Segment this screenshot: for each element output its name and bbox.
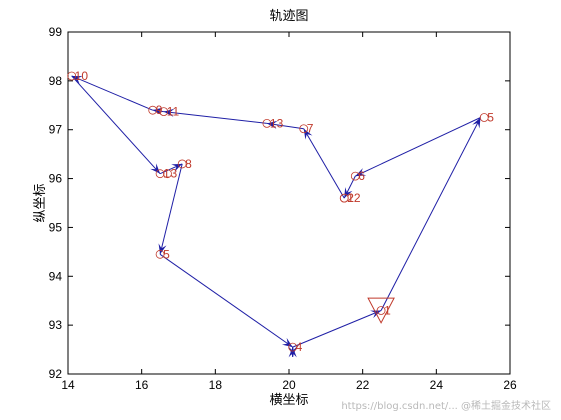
point-label: 12	[347, 191, 361, 205]
point-label: 8	[185, 157, 192, 171]
point-marker	[299, 124, 309, 134]
point-label: 6	[358, 169, 365, 183]
x-tick-label: 16	[135, 378, 149, 392]
chart-title: 轨迹图	[269, 9, 308, 24]
point-label: 2	[347, 191, 354, 205]
point-marker	[350, 171, 360, 181]
y-tick-label: 97	[49, 123, 63, 137]
path-arrowhead	[158, 243, 167, 255]
point-label: 4	[296, 340, 303, 354]
point-marker	[339, 193, 349, 203]
path-segment	[380, 117, 481, 311]
path-arrowhead	[355, 168, 367, 177]
point-marker	[159, 107, 169, 117]
start-marker	[367, 297, 395, 324]
path-arrowhead	[281, 337, 293, 348]
path-arrowhead	[152, 107, 164, 116]
trajectory-path	[71, 75, 481, 358]
point-marker	[148, 105, 158, 115]
y-tick-label: 94	[49, 269, 63, 283]
point-label: 1	[163, 167, 170, 181]
path-arrowhead	[266, 120, 278, 129]
y-tick-label: 96	[49, 172, 63, 186]
path-arrowhead	[163, 108, 175, 117]
x-axis-ticks: 14 16 18 20 22 24 26	[61, 32, 517, 392]
point-marker	[376, 306, 386, 315]
point-label: 7	[307, 122, 314, 136]
y-axis-label: 纵坐标	[33, 183, 48, 222]
point-marker	[67, 71, 77, 81]
watermark: https://blog.csdn.net/... @稀土掘金技术社区	[341, 401, 551, 412]
point-label: 13	[270, 116, 284, 130]
path-arrowhead	[171, 163, 183, 172]
point-marker	[479, 113, 489, 122]
path-segment	[266, 122, 304, 130]
point-label: 5	[163, 247, 170, 261]
y-tick-label: 99	[49, 25, 63, 39]
path-segment	[159, 253, 293, 348]
point-label: 1	[384, 303, 391, 317]
y-tick-label: 93	[49, 318, 63, 332]
path-segment	[355, 117, 481, 177]
x-tick-label: 14	[61, 378, 75, 392]
point-markers	[67, 71, 489, 352]
y-tick-label: 95	[49, 220, 63, 234]
y-tick-label: 98	[49, 74, 63, 88]
path-segment	[303, 128, 345, 199]
path-arrowhead	[288, 347, 297, 358]
path-arrowhead	[150, 163, 161, 174]
path-arrowhead	[344, 187, 353, 199]
path-segment	[71, 75, 161, 175]
point-label: 10	[75, 69, 89, 83]
point-marker	[155, 249, 165, 259]
point-marker	[163, 169, 172, 179]
point-label: 5	[487, 111, 494, 125]
x-tick-label: 24	[430, 378, 444, 392]
point-marker	[262, 118, 272, 128]
x-tick-label: 26	[503, 378, 517, 392]
path-segment	[159, 163, 183, 255]
point-label: 11	[167, 105, 180, 119]
plot-area	[67, 31, 511, 375]
point-marker	[288, 342, 298, 352]
y-tick-label: 92	[49, 367, 63, 381]
point-label: 3	[170, 167, 177, 181]
path-segment	[163, 111, 267, 124]
x-tick-label: 22	[356, 378, 370, 392]
point-label: 9	[156, 103, 163, 117]
path-arrowhead	[370, 310, 382, 319]
x-tick-label: 20	[282, 378, 296, 392]
point-marker	[155, 169, 165, 179]
path-segment	[292, 310, 382, 348]
x-axis-label: 横坐标	[269, 393, 308, 408]
x-tick-label: 18	[209, 378, 223, 392]
point-marker	[177, 159, 187, 169]
path-arrowhead	[472, 117, 481, 129]
path-arrowhead	[303, 128, 313, 140]
path-arrowhead	[71, 75, 83, 84]
path-segment	[71, 75, 153, 111]
